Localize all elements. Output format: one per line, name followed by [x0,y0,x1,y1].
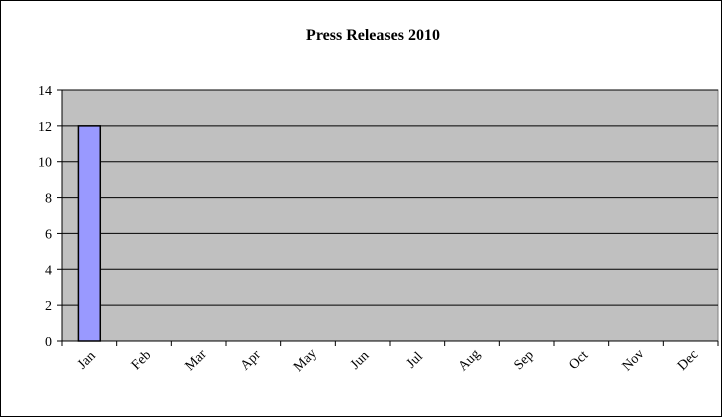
x-tick-label: Oct [566,348,591,373]
x-tick-label: Jan [75,349,99,373]
x-tick-label: Apr [238,347,264,373]
y-tick-label: 0 [45,335,52,350]
y-tick-label: 4 [45,263,52,278]
bars [77,125,102,342]
x-tick-label: Dec [675,347,702,374]
chart-title: Press Releases 2010 [306,27,440,44]
gridlines [62,89,718,306]
x-tick-label: May [291,346,320,375]
y-tick-label: 10 [38,156,52,171]
plot-area [61,89,719,342]
x-tick-label: Jun [348,348,372,372]
bar-jan [77,125,102,342]
y-tick-label: 8 [45,192,52,207]
x-tick-label: Aug [456,347,484,375]
x-tick-label: Feb [129,348,154,373]
y-tick-label: 14 [38,84,52,99]
x-axis: Jan Feb Mar Apr May Jun Jul Aug Sep Oct Nov Dec [61,340,719,375]
x-tick-label: Mar [183,347,210,374]
y-axis: 0 2 4 6 8 10 12 14 [38,84,63,350]
y-tick-label: 2 [45,299,52,314]
x-tick-label: Nov [620,347,648,375]
x-tick-label: Jul [404,349,426,371]
y-tick-label: 12 [38,120,52,135]
y-tick-label: 6 [45,227,52,242]
x-tick-label: Sep [511,348,536,373]
